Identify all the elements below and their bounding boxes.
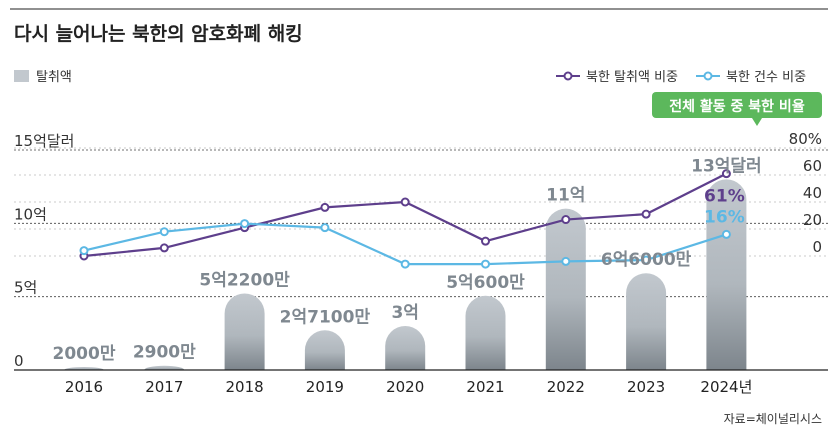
x-tick-label: 2022: [547, 378, 585, 396]
point-purple: [481, 236, 490, 246]
x-tick-label: 2024년: [700, 378, 752, 396]
lines: [79, 169, 731, 269]
bar-value-label: 2억7100만: [280, 307, 371, 327]
left-tick-label: 15억달러: [14, 132, 75, 150]
point-purple: [721, 169, 731, 179]
legend-purple-label: 북한 탈취액 비중: [586, 70, 678, 85]
grid: [14, 147, 828, 298]
source-note: 자료=체이널리시스: [724, 412, 822, 426]
right-tick-label: 60: [803, 157, 822, 175]
chart-title: 다시 늘어나는 북한의 암호화폐 해킹: [14, 23, 303, 45]
right-tick-label: 0: [812, 238, 822, 256]
bar: [304, 330, 345, 370]
callout-label: 전체 활동 중 북한 비율: [669, 98, 805, 115]
x-tick-label: 2020: [386, 378, 424, 396]
left-tick-label: 10억: [14, 205, 47, 223]
bar: [144, 365, 185, 370]
line-purple: [83, 172, 727, 258]
legend-purple-marker: [563, 71, 573, 81]
bar-value-label: 13억달러: [691, 155, 762, 176]
point-blue: [641, 255, 651, 265]
bar-value-label: 5억600만: [446, 273, 525, 293]
point-purple: [320, 202, 330, 212]
point-purple: [159, 243, 169, 253]
left-tick-label: 5억: [14, 279, 37, 297]
callout: 전체 활동 중 북한 비율: [652, 92, 822, 126]
x-tick-label: 2018: [226, 378, 264, 396]
legend-bar-swatch: [14, 70, 29, 82]
bar: [465, 295, 506, 370]
bar-value-label: 11억: [546, 186, 585, 206]
callout-box: [652, 92, 822, 118]
point-blue: [721, 229, 731, 239]
point-blue: [320, 223, 330, 233]
bar: [64, 367, 104, 370]
bar: [224, 293, 265, 370]
bars: [64, 179, 747, 370]
point-blue: [481, 259, 490, 269]
right-tick-label: 80%: [789, 130, 822, 148]
point-purple: [561, 215, 571, 225]
callout-pointer: [752, 118, 762, 126]
bar-value-label: 3억: [391, 303, 418, 323]
right-tick-label: 40: [803, 184, 822, 202]
bar-value-label: 5억2200만: [199, 270, 290, 290]
legend-bar-label: 탈취액: [36, 70, 72, 85]
legend-purple: 북한 탈취액 비중: [556, 70, 678, 85]
bar-value-label: 2900만: [133, 343, 196, 363]
x-tick-label: 2023: [627, 378, 665, 396]
point-blue: [400, 259, 410, 269]
left-tick-label: 0: [14, 352, 24, 370]
right-tick-label: 20: [803, 211, 822, 229]
point-blue: [159, 227, 169, 237]
x-tick-label: 2021: [466, 378, 504, 396]
end-label-purple: 61%: [704, 187, 745, 207]
bar-value-label: 2000만: [53, 344, 116, 364]
bar: [626, 273, 667, 370]
labels: 2000만 2900만 5억2200만 2억7100만 3억 5억600만 11억 6억600…: [53, 155, 762, 364]
x-tick-label: 2017: [145, 378, 183, 396]
point-purple: [641, 209, 651, 219]
x-tick-label: 2019: [306, 378, 344, 396]
bar: [545, 208, 586, 370]
bar-value-label: 6억6000만: [601, 250, 692, 270]
end-label-blue: 16%: [704, 207, 745, 227]
bar: [706, 179, 747, 370]
bar: [385, 326, 426, 370]
x-tick-label: 2016: [65, 378, 103, 396]
point-blue: [79, 246, 89, 256]
legend-blue-marker: [703, 71, 713, 81]
point-blue: [561, 256, 571, 266]
point-purple: [400, 197, 410, 207]
legend-blue: 북한 건수 비중: [696, 70, 806, 85]
legend-blue-label: 북한 건수 비중: [726, 70, 806, 85]
axes: 0 5억 10억 15억달러 0 20 40 60 80% 2016 2017 2018 2019 202…: [14, 130, 828, 396]
point-blue: [240, 219, 250, 229]
